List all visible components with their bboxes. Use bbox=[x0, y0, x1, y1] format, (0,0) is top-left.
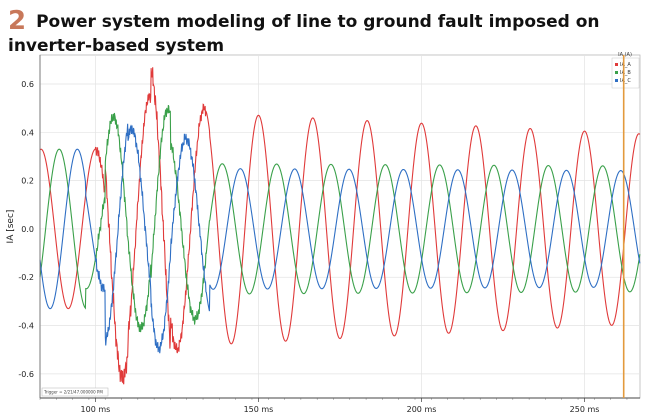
legend-entry: IA_C bbox=[620, 78, 631, 84]
legend-swatch bbox=[615, 79, 618, 82]
legend-entry: IA_A bbox=[620, 62, 631, 68]
x-tick-label: 250 ms bbox=[570, 405, 600, 414]
chart-title: 2 Power system modeling of line to ground… bbox=[8, 6, 638, 56]
legend-entry: IA_B bbox=[620, 70, 631, 76]
section-number: 2 bbox=[8, 6, 27, 36]
y-tick-label: 0.2 bbox=[21, 177, 34, 186]
y-tick-label: -0.2 bbox=[18, 273, 34, 282]
plot-frame bbox=[39, 54, 641, 399]
y-tick-label: -0.4 bbox=[18, 322, 34, 331]
axes: 0.6 0.4 0.2 0.0 -0.2 -0.4 -0.6 100 ms 150 ms 200 … bbox=[6, 55, 640, 414]
legend-title: IA (A) bbox=[618, 52, 632, 58]
title-text: Power system modeling of line to ground … bbox=[8, 12, 600, 56]
x-tick-label: 100 ms bbox=[81, 405, 111, 414]
x-tick-label: 200 ms bbox=[407, 405, 437, 414]
cursor-label: Trigger = 2/21/47.000000 PM bbox=[43, 390, 103, 395]
plot-area bbox=[39, 54, 641, 399]
x-tick-label: 150 ms bbox=[244, 405, 274, 414]
legend-swatch bbox=[615, 71, 618, 74]
legend-swatch bbox=[615, 63, 618, 66]
cursor-layer: Trigger = 2/21/47.000000 PM bbox=[41, 55, 625, 398]
cursor-label-box bbox=[41, 387, 109, 397]
y-tick-label: 0.0 bbox=[21, 225, 34, 234]
legend[interactable]: IA (A) IA_A IA_B IA_C bbox=[611, 52, 640, 89]
y-axis-title: IA [sec] bbox=[6, 210, 16, 244]
y-tick-label: -0.6 bbox=[18, 370, 34, 379]
y-tick-label: 0.6 bbox=[21, 80, 34, 89]
y-tick-label: 0.4 bbox=[21, 128, 34, 137]
series-line-ia-c bbox=[39, 123, 641, 354]
series-layer bbox=[39, 67, 641, 385]
